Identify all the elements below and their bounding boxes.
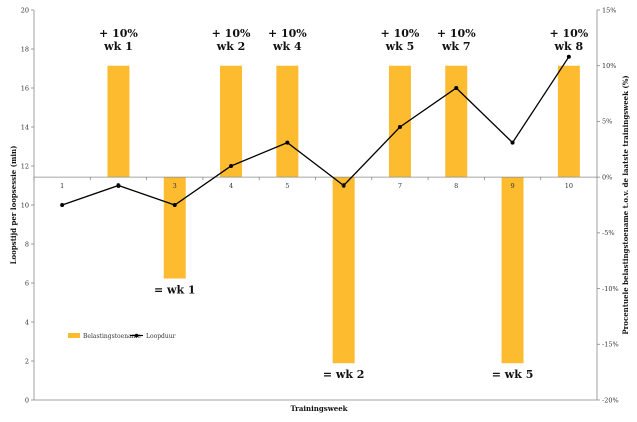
bar-annotation: wk 5 bbox=[385, 40, 415, 53]
bar-annotation: = wk 1 bbox=[154, 284, 196, 297]
left-tick-label: 4 bbox=[25, 318, 29, 326]
left-axis-label: Loopstijd per loopsessie (min) bbox=[9, 146, 18, 265]
x-tick-label: 3 bbox=[173, 182, 177, 190]
bar bbox=[501, 177, 524, 364]
line-point bbox=[454, 86, 459, 90]
bar-annotation: wk 2 bbox=[216, 40, 246, 53]
bar-annotation: + 10% bbox=[99, 27, 138, 40]
axes-layer bbox=[31, 9, 600, 401]
bar bbox=[220, 65, 243, 178]
bar-annotation: wk 1 bbox=[103, 40, 133, 53]
labels-layer: 02468101214161820-20%-15%-10%-5%0%5%10%1… bbox=[21, 6, 619, 404]
bar bbox=[163, 177, 186, 279]
line-point bbox=[285, 140, 290, 145]
right-tick-label: 5% bbox=[602, 118, 612, 126]
left-tick-label: 6 bbox=[25, 279, 29, 287]
bars-layer bbox=[107, 65, 580, 364]
bar bbox=[388, 65, 411, 178]
line-point bbox=[397, 125, 402, 129]
line-point bbox=[566, 54, 571, 59]
bar-annotation: + 10% bbox=[268, 27, 307, 40]
left-tick-label: 0 bbox=[25, 396, 29, 404]
bar-annotation: + 10% bbox=[212, 27, 251, 40]
bar-annotation: + 10% bbox=[549, 27, 588, 40]
bar bbox=[107, 65, 130, 178]
line-point bbox=[229, 164, 234, 168]
bar-annotation: wk 4 bbox=[272, 40, 302, 53]
bar-annotation: wk 8 bbox=[554, 40, 584, 53]
line-point bbox=[60, 203, 65, 207]
bar-annotation: + 10% bbox=[381, 27, 420, 40]
x-tick-label: 6 bbox=[342, 182, 346, 190]
left-tick-label: 20 bbox=[21, 6, 29, 14]
right-tick-label: -10% bbox=[602, 285, 619, 293]
left-tick-label: 2 bbox=[25, 357, 29, 365]
right-tick-label: 0% bbox=[602, 173, 612, 181]
bar bbox=[332, 177, 355, 364]
bar bbox=[557, 65, 580, 178]
left-tick-label: 8 bbox=[25, 240, 29, 248]
left-tick-label: 10 bbox=[21, 201, 29, 209]
x-tick-label: 10 bbox=[565, 182, 573, 190]
bar-annotation: wk 7 bbox=[441, 40, 471, 53]
left-tick-label: 18 bbox=[21, 45, 29, 53]
legend-swatch-bars bbox=[68, 333, 80, 338]
bar-annotation: + 10% bbox=[437, 27, 476, 40]
right-tick-label: -20% bbox=[602, 396, 619, 404]
bar bbox=[445, 65, 468, 178]
line-point bbox=[172, 203, 177, 207]
x-tick-label: 2 bbox=[116, 182, 120, 190]
bar bbox=[276, 65, 299, 178]
left-tick-label: 14 bbox=[21, 123, 29, 131]
x-tick-label: 7 bbox=[398, 182, 402, 190]
bar-annotation: = wk 5 bbox=[492, 368, 534, 381]
right-tick-label: 10% bbox=[602, 62, 616, 70]
legend-label-line: Loopduur bbox=[146, 333, 176, 340]
x-tick-label: 1 bbox=[60, 182, 64, 190]
legend: Belastingstoename Loopduur bbox=[68, 333, 176, 340]
x-tick-label: 9 bbox=[510, 182, 514, 190]
line-point bbox=[116, 183, 121, 188]
right-tick-label: 15% bbox=[602, 6, 616, 14]
right-tick-label: -15% bbox=[602, 341, 619, 349]
right-axis-label: Procentuele belastingstoename t.o.v. de … bbox=[621, 75, 630, 334]
right-tick-label: -5% bbox=[602, 229, 615, 237]
x-axis-label: Trainingsweek bbox=[290, 404, 347, 413]
x-tick-label: 5 bbox=[285, 182, 289, 190]
left-tick-label: 12 bbox=[21, 162, 29, 170]
x-tick-label: 4 bbox=[229, 182, 233, 190]
bar-annotation: = wk 2 bbox=[323, 368, 365, 381]
line-point bbox=[341, 183, 346, 188]
legend-swatch-marker bbox=[134, 333, 139, 338]
line-series-loopduur bbox=[61, 56, 570, 206]
left-tick-label: 16 bbox=[21, 84, 29, 92]
legend-label-bars: Belastingstoename bbox=[83, 333, 141, 340]
line-layer bbox=[60, 54, 571, 207]
line-point bbox=[510, 140, 515, 145]
x-tick-label: 8 bbox=[454, 182, 458, 190]
